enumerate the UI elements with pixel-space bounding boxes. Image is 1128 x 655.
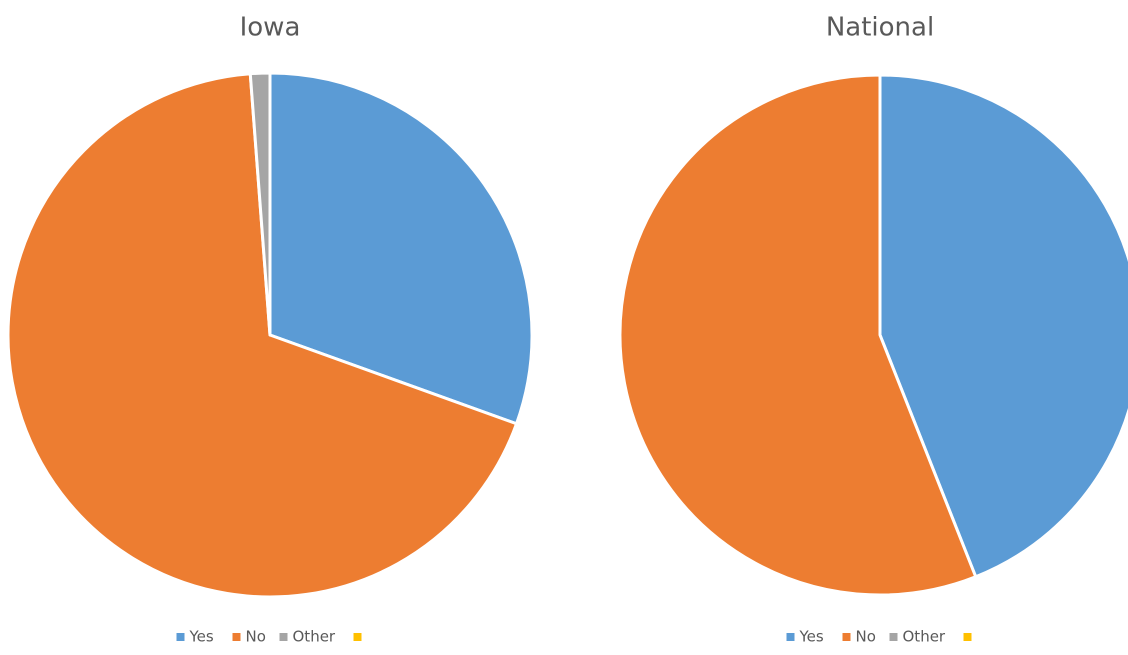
- legend-label: Yes: [189, 628, 214, 646]
- pie-slice: [6, 72, 519, 599]
- legend-label: No: [246, 628, 266, 646]
- legend-swatch: [176, 633, 185, 641]
- legend-swatch: [353, 633, 362, 641]
- legend-label: Other: [293, 628, 336, 646]
- pie-slice: [878, 73, 1128, 579]
- pie-slice: [268, 71, 534, 426]
- legend-swatch: [232, 633, 241, 641]
- pie-slice: [618, 73, 978, 597]
- legend-swatch: [963, 633, 972, 641]
- legend-swatch: [786, 633, 795, 641]
- chart-title: Iowa: [240, 13, 301, 43]
- pie-slice: [248, 71, 272, 337]
- chart-title: National: [826, 13, 934, 43]
- legend-label: Other: [903, 628, 946, 646]
- legend-label: Yes: [799, 628, 824, 646]
- legend-label: No: [856, 628, 876, 646]
- legend-swatch: [279, 633, 288, 641]
- legend-swatch: [889, 633, 898, 641]
- legend-swatch: [842, 633, 851, 641]
